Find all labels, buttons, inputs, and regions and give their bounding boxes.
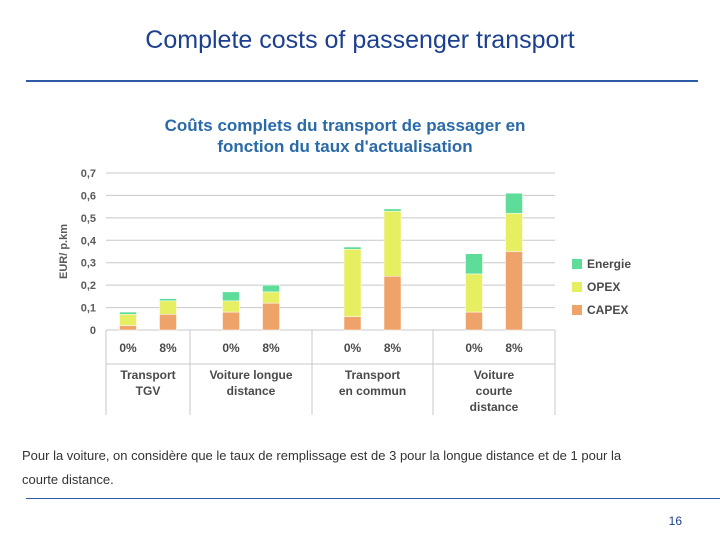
bar-segment-opex (505, 213, 523, 252)
group-label: distance (227, 384, 276, 398)
chart-title: Coûts complets du transport de passager … (110, 115, 580, 157)
rate-label: 8% (505, 341, 523, 355)
group-label: TGV (136, 384, 161, 398)
rate-label: 0% (344, 341, 362, 355)
bar-segment-capex (343, 316, 362, 331)
page-number: 16 (668, 514, 682, 528)
bar-segment-capex (465, 311, 483, 331)
group-label: courte (476, 384, 513, 398)
rate-label: 0% (119, 341, 137, 355)
y-tick-label: 0 (90, 325, 96, 337)
bar-segment-energie (505, 192, 523, 214)
bar-segment-capex (505, 251, 523, 331)
bar-segment-capex (119, 325, 137, 331)
bar-segment-opex (383, 210, 402, 277)
bar-segment-capex (262, 302, 280, 331)
bar-segment-energie (343, 246, 362, 250)
bar-segment-energie (383, 208, 402, 212)
y-axis-label: EUR/ p.km (58, 224, 70, 279)
bar-segment-opex (262, 291, 280, 304)
legend-label-capex: CAPEX (587, 303, 628, 317)
bar-segment-capex (159, 314, 177, 331)
footer-divider (26, 498, 720, 499)
legend-swatch-opex (572, 282, 582, 292)
bar-segment-opex (343, 249, 362, 317)
rate-label: 0% (465, 341, 483, 355)
group-label: Transport (345, 368, 400, 382)
y-tick-label: 0,1 (81, 303, 96, 315)
bar-segment-energie (262, 284, 280, 293)
y-tick-label: 0,5 (81, 213, 96, 225)
rate-label: 8% (262, 341, 280, 355)
bar-segment-energie (465, 253, 483, 275)
chart-title-line-2: fonction du taux d'actualisation (217, 137, 473, 156)
group-label: distance (470, 400, 519, 414)
bar-segment-energie (159, 298, 177, 302)
chart-title-line-1: Coûts complets du transport de passager … (164, 116, 526, 135)
y-tick-label: 0,4 (81, 235, 97, 247)
y-tick-label: 0,2 (81, 280, 96, 292)
y-tick-label: 0,7 (81, 168, 96, 180)
bar-segment-opex (465, 273, 483, 313)
slide-title: Complete costs of passenger transport (145, 26, 575, 54)
group-label: Voiture longue (209, 368, 292, 382)
rate-label: 8% (159, 341, 177, 355)
y-tick-label: 0,3 (81, 258, 96, 270)
stacked-bar-chart: 0 0,1 0,2 0,3 0,4 0,5 0,6 0,7 EUR/ p.km 0% 8% Trans… (58, 168, 631, 415)
group-label: Voiture (474, 368, 515, 382)
group-label: en commun (339, 384, 406, 398)
bar-segment-energie (222, 291, 240, 302)
rate-label: 8% (384, 341, 402, 355)
y-tick-label: 0,6 (81, 190, 96, 202)
footnote-line-1: Pour la voiture, on considère que le tau… (22, 448, 622, 463)
group-label: Transport (120, 368, 175, 382)
legend-label-opex: OPEX (587, 280, 620, 294)
bar-segment-opex (159, 300, 177, 315)
bar-segment-energie (119, 311, 137, 315)
bar-segment-opex (222, 300, 240, 313)
bar-segment-capex (222, 311, 240, 331)
legend-label-energie: Energie (587, 257, 631, 271)
legend-swatch-capex (572, 305, 582, 315)
bar-segment-opex (119, 314, 137, 326)
rate-label: 0% (222, 341, 240, 355)
footnote: Pour la voiture, on considère que le tau… (22, 444, 702, 492)
legend-swatch-energie (572, 259, 582, 269)
footnote-line-2: courte distance. (22, 472, 114, 487)
bar-segment-capex (383, 275, 402, 331)
title-divider (26, 80, 698, 82)
